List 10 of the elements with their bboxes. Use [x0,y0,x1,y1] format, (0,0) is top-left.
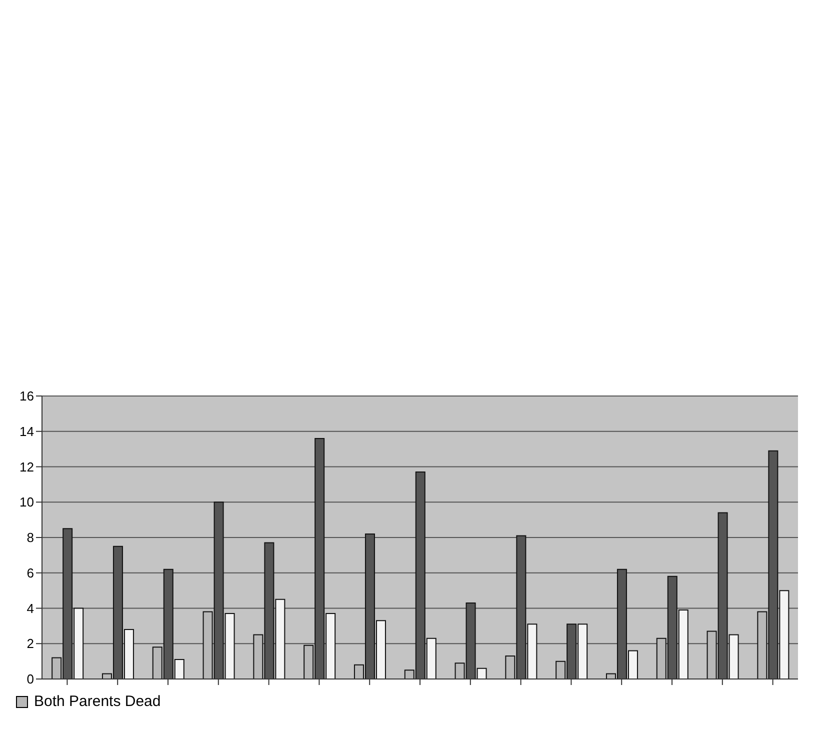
y-tick-label: 16 [20,388,34,404]
y-tick-label: 12 [20,459,34,474]
y-tick-label: 8 [26,530,34,546]
y-tick-label: 14 [20,424,34,439]
series-label: Both Parents Dead [34,693,161,710]
y-tick-label: 0 [26,672,34,687]
y-tick-label: 10 [20,494,34,510]
y-tick-label: 4 [26,600,34,616]
y-tick-label: 2 [26,636,34,652]
y-tick-label: 6 [26,565,34,580]
